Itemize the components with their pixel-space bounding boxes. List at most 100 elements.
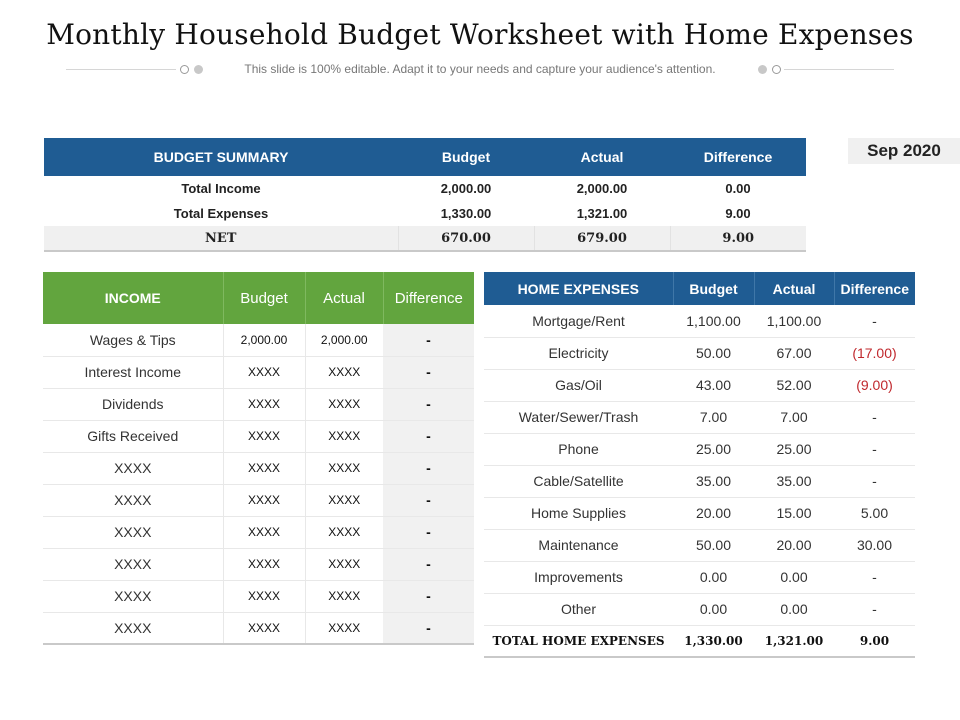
page-title: Monthly Household Budget Worksheet with … xyxy=(46,18,914,51)
table-cell: 7.00 xyxy=(754,401,834,434)
table-row: XXXX XXXX XXXX - xyxy=(43,484,474,517)
table-cell: XXXX xyxy=(222,516,305,549)
difference-cell: - xyxy=(383,356,474,389)
divider-right xyxy=(784,69,894,70)
column-header: Difference xyxy=(383,272,474,324)
difference-cell: - xyxy=(383,548,474,581)
dot-icon xyxy=(194,65,203,74)
row-label: XXXX xyxy=(43,580,223,613)
difference-cell: (9.00) xyxy=(834,369,915,402)
table-cell: 2,000.00 xyxy=(304,324,383,357)
row-label: XXXX xyxy=(43,516,223,549)
difference-cell: 5.00 xyxy=(834,497,915,530)
table-row: Total Income 2,000.00 2,000.00 0.00 xyxy=(44,176,806,201)
subtitle-row: This slide is 100% editable. Adapt it to… xyxy=(66,60,894,80)
table-cell: 2,000.00 xyxy=(440,181,492,196)
difference-cell: - xyxy=(383,388,474,421)
column-header: Difference xyxy=(834,272,915,305)
income-table: INCOME Budget Actual Difference Wages & … xyxy=(43,272,474,645)
table-row: Other 0.00 0.00- xyxy=(484,593,915,626)
budget-summary-table: BUDGET SUMMARY Budget Actual Difference … xyxy=(44,138,806,252)
row-label: Other xyxy=(484,593,673,626)
table-cell: 670.00 xyxy=(397,226,534,252)
table-header-row: INCOME Budget Actual Difference xyxy=(43,272,474,324)
difference-cell: - xyxy=(383,516,474,549)
table-row: Gas/Oil 43.00 52.00 (9.00) xyxy=(484,369,915,402)
table-cell: 9.00 xyxy=(725,206,751,221)
table-cell: 20.00 xyxy=(754,529,834,562)
table-row: XXXX XXXX XXXX - xyxy=(43,548,474,581)
table-row: Phone 25.00 25.00- xyxy=(484,433,915,466)
table-cell: XXXX xyxy=(222,452,305,485)
divider-left xyxy=(66,69,176,70)
table-cell: 2,000.00 xyxy=(576,181,628,196)
table-cell: XXXX xyxy=(304,580,383,613)
table-row: XXXX XXXX XXXX - xyxy=(43,452,474,485)
table-row: Interest Income XXXX XXXX - xyxy=(43,356,474,389)
table-cell: 7.00 xyxy=(673,401,754,434)
column-header: Actual xyxy=(305,272,384,324)
table-cell: 1,100.00 xyxy=(673,305,754,338)
table-row: Cable/Satellite 35.00 35.00- xyxy=(484,465,915,498)
table-row: Water/Sewer/Trash 7.00 7.00- xyxy=(484,401,915,434)
table-header-row: HOME EXPENSES Budget Actual Difference xyxy=(484,272,915,305)
table-cell: XXXX xyxy=(304,452,383,485)
column-header: Difference xyxy=(670,138,806,176)
row-label: Electricity xyxy=(484,337,673,370)
table-cell: 1,321.00 xyxy=(576,206,628,221)
net-row: NET 670.00 679.00 9.00 xyxy=(44,226,806,252)
table-cell: 52.00 xyxy=(754,369,834,402)
dot-icon xyxy=(758,65,767,74)
column-header: Budget xyxy=(673,272,755,305)
table-cell: 679.00 xyxy=(533,226,670,252)
column-header: INCOME xyxy=(43,272,224,324)
table-cell: XXXX xyxy=(222,420,305,453)
table-row: Home Supplies 20.00 15.00 5.00 xyxy=(484,497,915,530)
difference-cell: - xyxy=(383,324,474,357)
table-row: XXXX XXXX XXXX - xyxy=(43,580,474,613)
table-cell: 1,321.00 xyxy=(754,625,834,658)
table-cell: XXXX xyxy=(304,356,383,389)
table-cell: 35.00 xyxy=(754,465,834,498)
table-cell: 9.00 xyxy=(834,625,915,658)
table-row: Improvements 0.00 0.00- xyxy=(484,561,915,594)
table-cell: 0.00 xyxy=(754,561,834,594)
row-label: Mortgage/Rent xyxy=(484,305,673,338)
table-cell: XXXX xyxy=(222,612,305,645)
row-label: Interest Income xyxy=(43,356,223,389)
difference-cell: - xyxy=(383,484,474,517)
date-badge: Sep 2020 xyxy=(848,138,960,164)
table-row: XXXX XXXX XXXX - xyxy=(43,516,474,549)
row-label: XXXX xyxy=(43,484,223,517)
table-cell: 0.00 xyxy=(673,593,754,626)
difference-cell: - xyxy=(834,593,915,626)
column-header: Budget xyxy=(398,138,534,176)
row-label: TOTAL HOME EXPENSES xyxy=(484,625,673,658)
column-header: Actual xyxy=(754,272,835,305)
circle-icon xyxy=(772,65,781,74)
difference-cell: - xyxy=(383,452,474,485)
table-cell: XXXX xyxy=(304,516,383,549)
table-cell: 1,100.00 xyxy=(754,305,834,338)
table-cell: XXXX xyxy=(304,612,383,645)
column-header: BUDGET SUMMARY xyxy=(44,138,398,176)
difference-cell: - xyxy=(834,401,915,434)
table-cell: 50.00 xyxy=(673,337,754,370)
table-cell: XXXX xyxy=(304,484,383,517)
row-label: Water/Sewer/Trash xyxy=(484,401,673,434)
difference-cell: - xyxy=(383,420,474,453)
row-label: Wages & Tips xyxy=(43,324,223,357)
table-cell: XXXX xyxy=(304,388,383,421)
row-label: XXXX xyxy=(43,452,223,485)
home-expenses-table: HOME EXPENSES Budget Actual Difference M… xyxy=(484,272,915,658)
difference-cell: (17.00) xyxy=(834,337,915,370)
circle-icon xyxy=(180,65,189,74)
table-cell: XXXX xyxy=(222,548,305,581)
difference-cell: - xyxy=(383,580,474,613)
table-cell: XXXX xyxy=(222,356,305,389)
table-cell: 1,330.00 xyxy=(673,625,754,658)
difference-cell: 30.00 xyxy=(834,529,915,562)
row-label: XXXX xyxy=(43,612,223,645)
column-header: Actual xyxy=(534,138,670,176)
row-label: Total Expenses xyxy=(173,206,269,221)
